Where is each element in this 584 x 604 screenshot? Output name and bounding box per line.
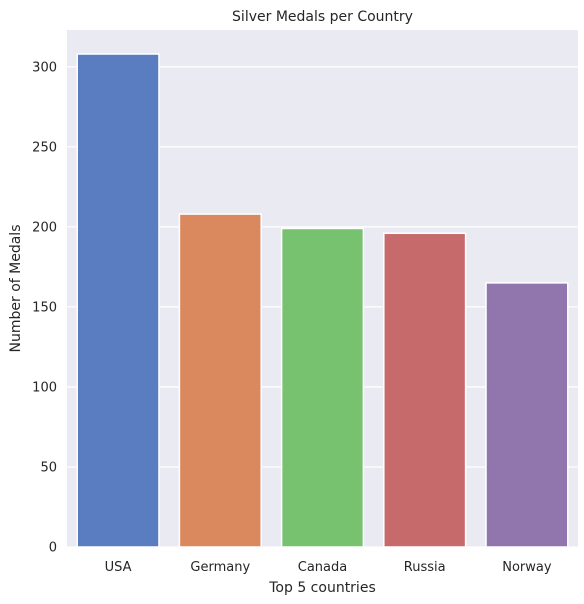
bar-germany [178, 213, 262, 548]
x-tick-label: Canada [298, 560, 347, 575]
bar-norway [485, 282, 569, 548]
y-tick-labels: 0 50 100 150 200 250 300 [32, 60, 57, 555]
y-tick-label: 0 [49, 541, 57, 556]
x-tick-labels: USA Germany Canada Russia Norway [105, 560, 552, 575]
y-tick-label: 100 [32, 380, 57, 395]
y-tick-label: 250 [32, 140, 57, 155]
y-tick-label: 300 [32, 60, 57, 75]
y-tick-label: 200 [32, 220, 57, 235]
bar-canada [280, 227, 365, 548]
chart-title: Silver Medals per Country [232, 9, 413, 25]
x-tick-label: Russia [404, 560, 446, 575]
x-tick-label: Norway [502, 560, 552, 575]
y-axis-label: Number of Medals [8, 225, 24, 353]
x-tick-label: Germany [190, 560, 250, 575]
bars [76, 53, 569, 548]
x-tick-label: USA [105, 560, 132, 575]
y-tick-label: 150 [32, 300, 57, 315]
y-tick-label: 50 [40, 460, 57, 475]
bar-usa [76, 53, 160, 548]
x-axis-label: Top 5 countries [268, 580, 375, 596]
bar-russia [383, 232, 467, 548]
